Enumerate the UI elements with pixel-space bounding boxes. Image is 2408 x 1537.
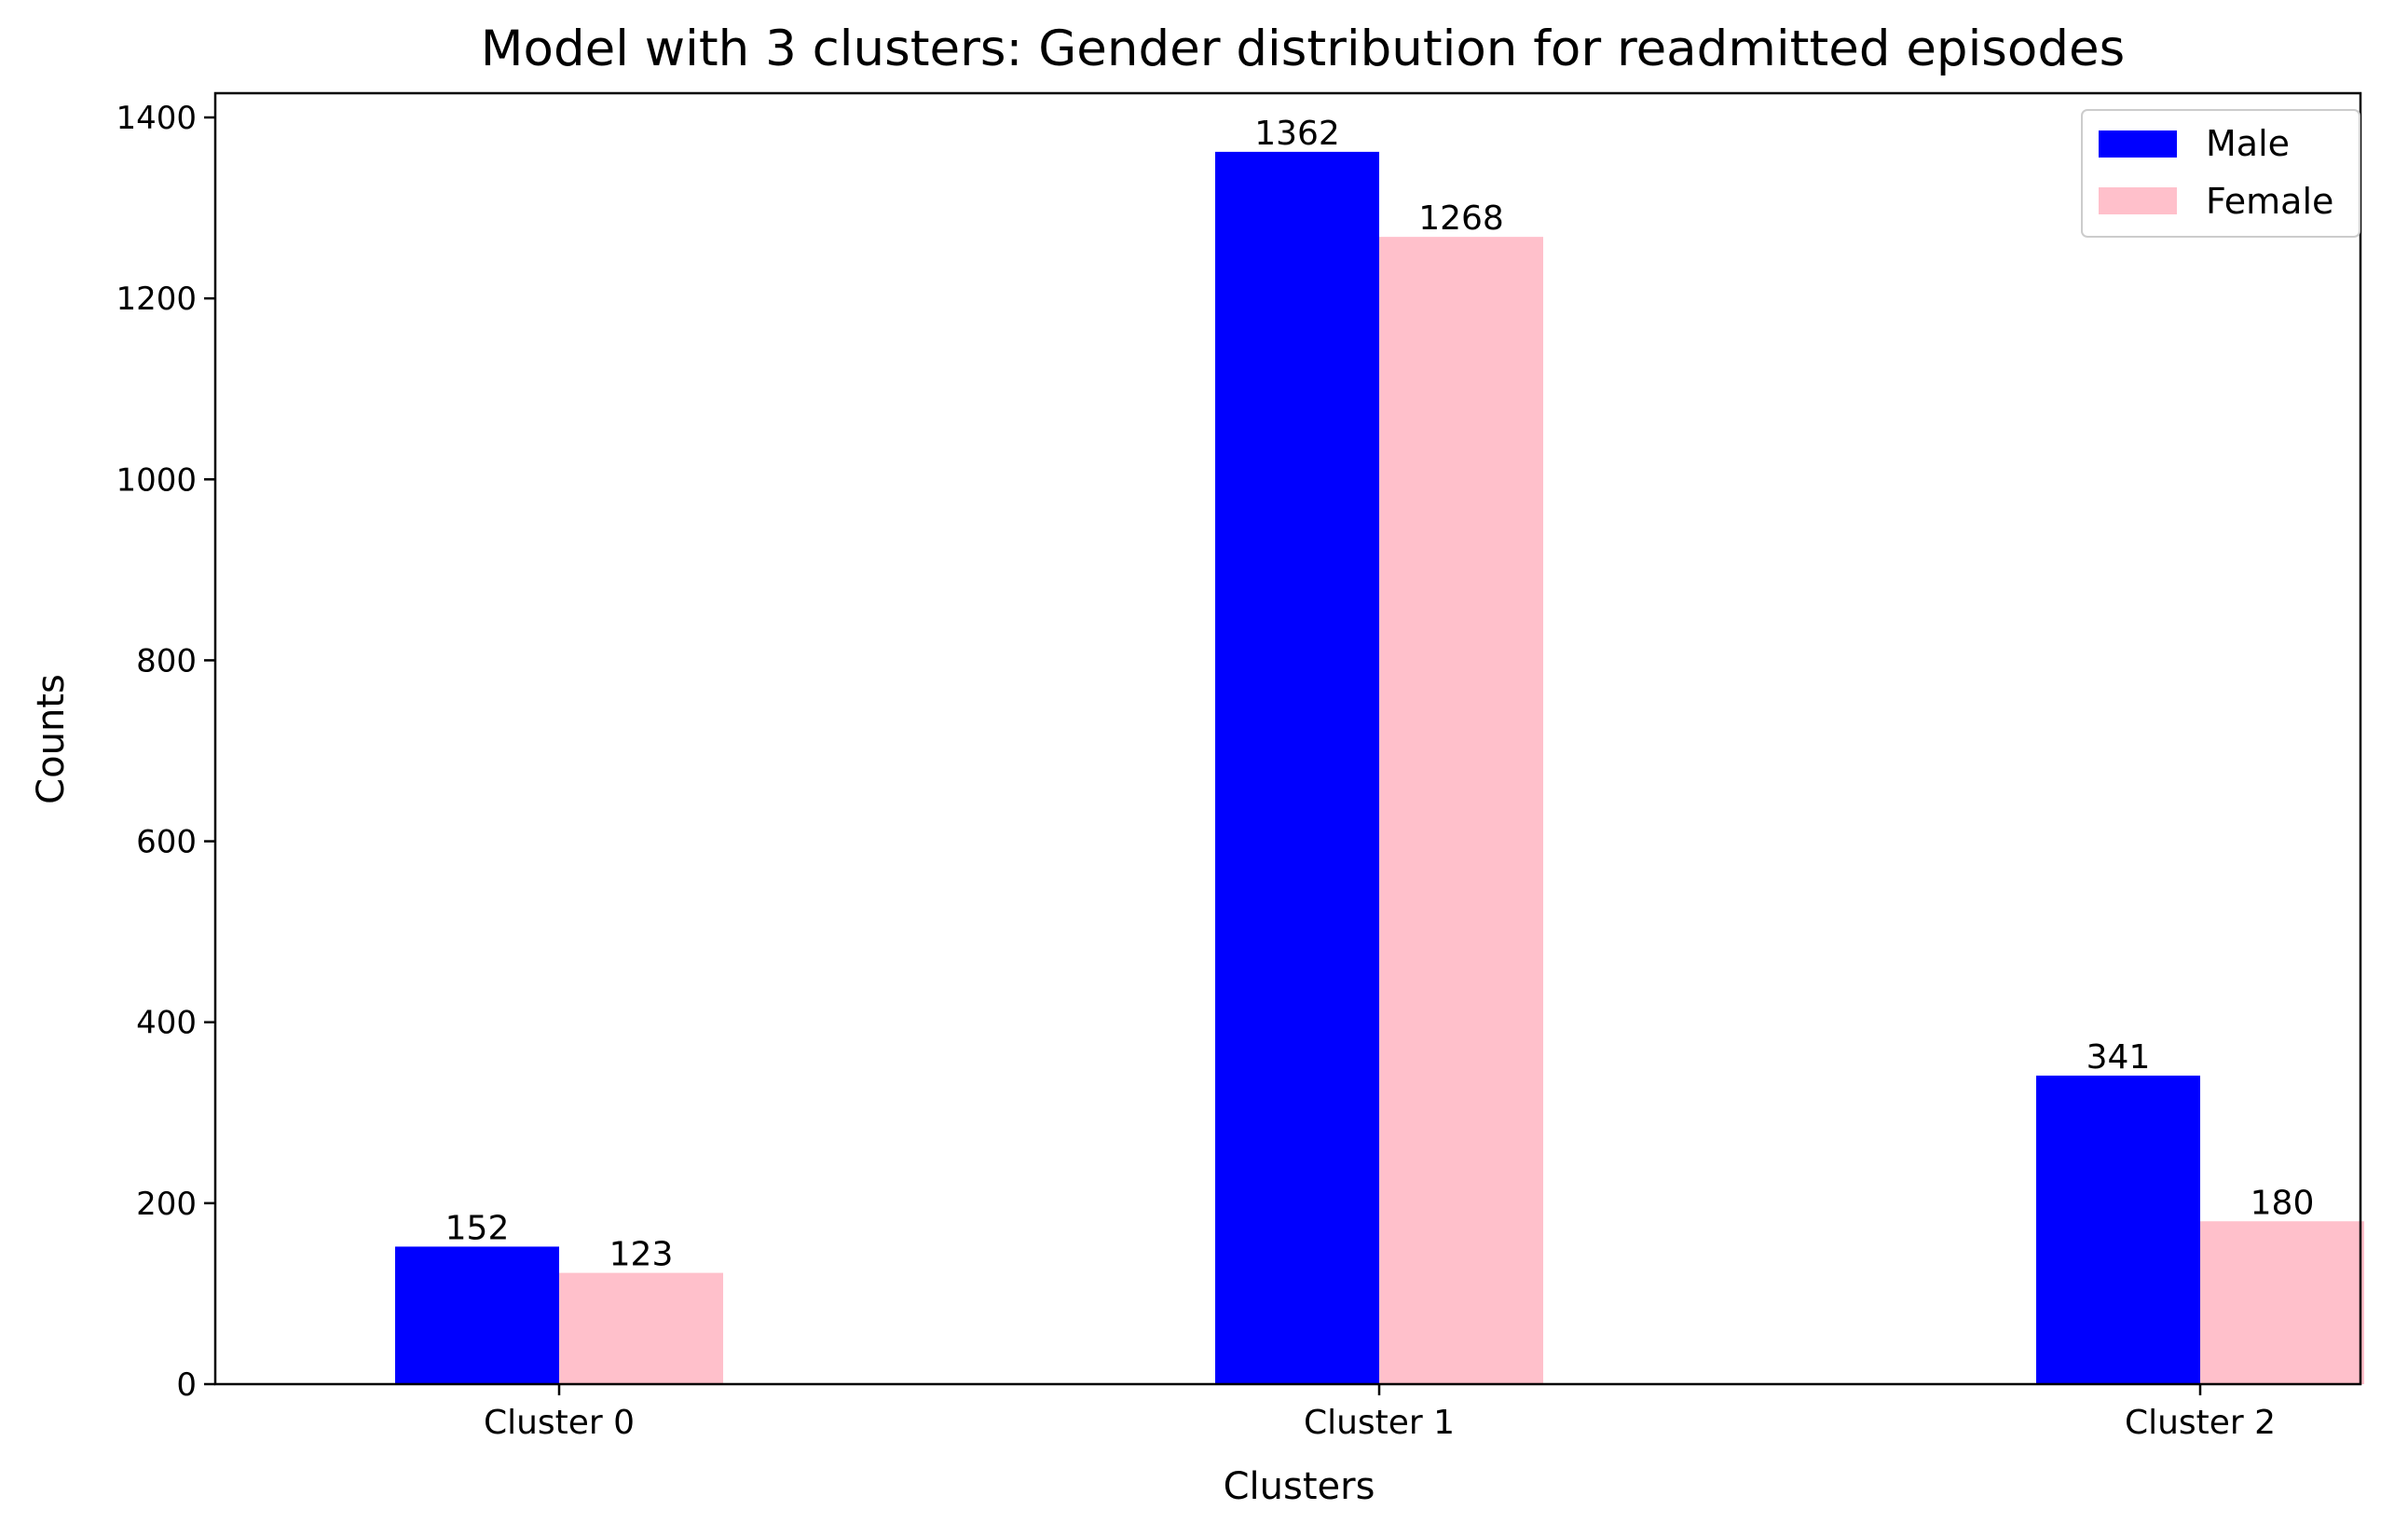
y-tick-label: 600: [136, 824, 197, 861]
bar-male-cluster-0: [395, 1246, 559, 1384]
legend-label-female: Female: [2206, 181, 2333, 222]
y-tick-label: 400: [136, 1005, 197, 1042]
y-tick-label: 1200: [116, 281, 197, 318]
y-axis-label: Counts: [30, 674, 73, 804]
chart-title: Model with 3 clusters: Gender distributi…: [481, 21, 2125, 77]
x-axis-label: Clusters: [1224, 1465, 1375, 1508]
bars: [395, 151, 2364, 1385]
y-tick-label: 0: [176, 1366, 197, 1404]
y-tick-label: 200: [136, 1186, 197, 1223]
plot-frame: [213, 91, 2362, 1386]
y-tick-label: 1400: [116, 100, 197, 137]
bar-female-cluster-2: [2200, 1221, 2364, 1384]
legend-swatch-female: [2099, 187, 2177, 214]
data-label-female-cluster-1: 1268: [1418, 199, 1504, 238]
bar-female-cluster-1: [1379, 237, 1543, 1385]
x-tick-label-cluster-2: Cluster 2: [2125, 1404, 2276, 1442]
bar-male-cluster-1: [1215, 151, 1379, 1384]
data-labels: 152 1362 341 123 1268 180: [445, 115, 2315, 1274]
x-axis: Cluster 0 Cluster 1 Cluster 2: [484, 1384, 2276, 1442]
x-tick-label-cluster-1: Cluster 1: [1304, 1404, 1455, 1442]
legend-label-male: Male: [2206, 123, 2290, 164]
bar-female-cluster-0: [559, 1272, 723, 1384]
data-label-female-cluster-2: 180: [2251, 1184, 2315, 1222]
data-label-male-cluster-1: 1362: [1254, 115, 1340, 153]
y-tick-label: 1000: [116, 461, 197, 499]
y-axis: 0 200 400 600 800 1000 1200 1400: [116, 100, 215, 1404]
plot-area: 152 1362 341 123 1268 180: [213, 91, 2364, 1386]
bar-male-cluster-2: [2036, 1075, 2200, 1384]
y-tick-label: 800: [136, 642, 197, 679]
x-tick-label-cluster-0: Cluster 0: [484, 1404, 635, 1442]
legend: Male Female: [2081, 109, 2360, 238]
data-label-male-cluster-2: 341: [2086, 1038, 2151, 1077]
data-label-male-cluster-0: 152: [445, 1209, 510, 1247]
legend-swatch-male: [2099, 130, 2177, 158]
data-label-female-cluster-0: 123: [609, 1236, 674, 1274]
